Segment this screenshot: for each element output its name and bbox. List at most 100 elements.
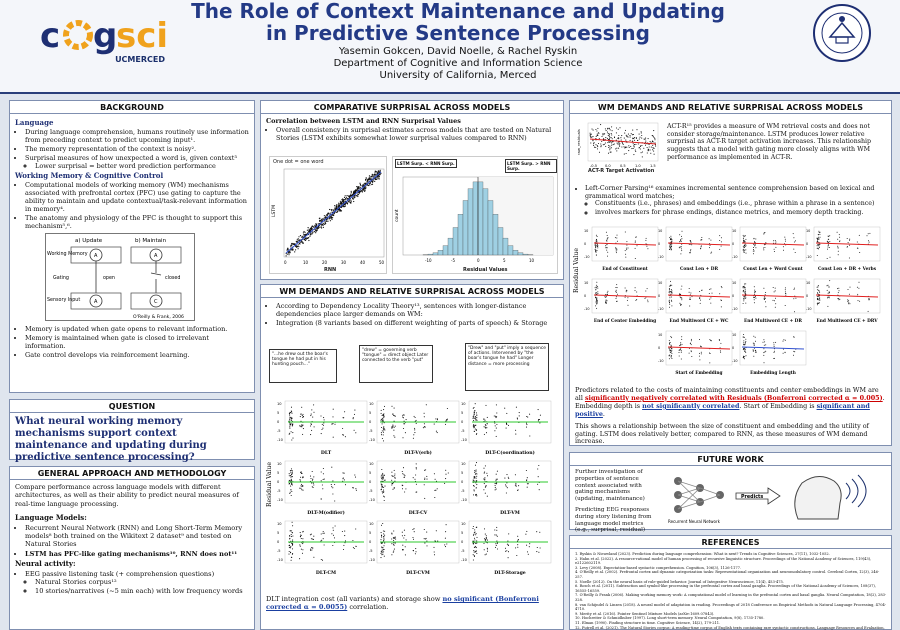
dlt-point [529,435,531,437]
scatter-point [345,198,347,200]
reference-item: 5. Noelle (2012). On the neural basis of… [575,579,784,584]
list-item: Computational models of working memory (… [25,181,250,213]
lc-point [753,294,755,296]
actr-point [630,145,632,147]
svg-text:c: c [40,16,60,56]
scatter-point [310,233,312,235]
lc-point [784,352,786,354]
dlt-point [292,437,294,439]
concl-text: Predictors related to the costs of maint… [575,386,879,402]
dlt-y-tick: 10 [461,402,466,406]
dlt-point [383,545,385,547]
dlt-point [289,491,291,493]
dlt-y-tick: -10 [461,558,468,562]
lc-point [755,238,757,240]
lc-point [793,287,795,289]
dlt-point [310,434,312,436]
dlt-point [355,488,357,490]
dlt-point [446,407,448,410]
lc-y-tick: 10 [806,281,810,285]
scatter-point [323,215,325,217]
lc-point [679,246,681,248]
dlt-point [310,415,312,417]
dlt-point [473,551,475,553]
dlt-point [299,545,301,547]
scatter-point [353,200,355,203]
dlt-y-tick: -5 [461,489,465,493]
actr-point [645,137,647,139]
dlt-point [516,417,518,419]
actr-point [600,146,602,148]
dlt-point [496,416,498,418]
legend-right: LSTM Surp. > RNN Surp. [505,159,557,174]
dlt-point [310,413,312,415]
dlt-point [486,495,488,497]
dlt-panel-label: DLT-M(odifier) [307,509,345,516]
wm-right-panel: WM DEMANDS AND RELATIVE SURPRISAL ACROSS… [569,100,892,446]
dlt-point [476,484,478,486]
dlt-point [436,432,438,434]
actr-point [639,136,641,138]
lc-point [645,290,647,292]
dlt-point [312,416,314,418]
lc-point [763,287,765,289]
lc-point [744,235,746,237]
scatter-point [359,187,361,189]
lc-point [764,244,765,246]
dlt-point [322,538,324,540]
dlt-point [412,437,414,439]
dlt-point [486,475,489,477]
future-text: Further investigation of properties of s… [575,469,653,536]
dlt-point [403,420,405,422]
lc-point [817,286,819,288]
dlt-point [331,466,333,468]
dlt-point [300,476,302,478]
lc-point [681,343,683,345]
lc-point [763,232,765,234]
lc-point [719,235,721,237]
actr-point [611,130,613,132]
lc-point [838,299,840,301]
actr-point [641,151,644,153]
lc-point [681,230,683,232]
dlt-point [496,542,498,544]
lc-point [668,340,670,342]
dlt-point [391,479,393,481]
scatter-point [309,230,311,232]
dlt-point [290,416,292,418]
lc-point [743,340,745,342]
actr-point [605,137,607,139]
dlt-point [486,539,489,541]
lc-point [595,284,597,286]
lc-point [700,246,702,248]
lc-point [753,347,755,349]
dlt-point [289,411,291,413]
lc-point [671,238,673,240]
lc-point [645,239,647,241]
lc-point [597,285,599,287]
dlt-point [484,478,486,480]
dlt-point [483,467,485,469]
lc-point [699,359,701,361]
lc-point [689,240,691,242]
dlt-point [475,487,477,489]
lc-point [839,236,841,238]
lc-point [817,239,818,241]
dlt-y-tick: 10 [369,462,374,466]
dlt-point [423,416,425,418]
scatter-point [294,243,296,245]
dlt-point [291,532,294,534]
dlt-point [321,539,323,541]
dlt-point [495,482,497,484]
dlt-y-tick: 0 [277,480,280,484]
dlt-point [289,534,291,537]
dlt-point [474,403,476,405]
dlt-point [404,423,406,425]
scatter-point [306,237,308,239]
actr-point [593,142,595,144]
dlt-point [472,424,474,427]
lc-fit-line [741,242,805,246]
dlt-point [383,409,385,411]
actr-point [618,138,620,140]
dlt-point [393,542,395,544]
